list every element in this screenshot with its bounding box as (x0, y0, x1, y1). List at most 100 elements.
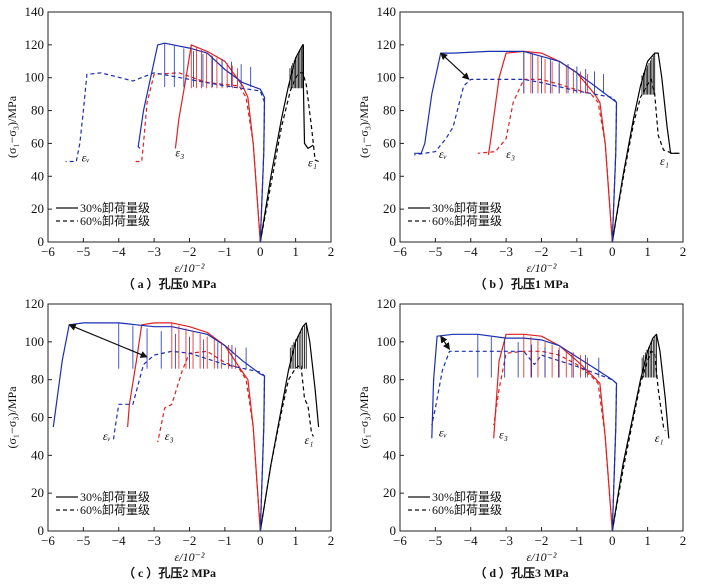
y-tick-label: 100 (377, 334, 397, 349)
x-tick-label: −6 (41, 533, 55, 548)
x-tick-label: −3 (499, 533, 513, 548)
x-tick-label: 1 (292, 533, 299, 548)
x-tick-label: 0 (609, 533, 616, 548)
y-axis-label: (σ₁−σ₃)/MPa (357, 95, 371, 158)
series-line--v-60- (414, 78, 618, 242)
x-tick-label: −2 (183, 244, 197, 259)
x-tick-label: −4 (112, 244, 126, 259)
y-tick-label: 140 (377, 4, 397, 19)
x-axis-label: ε/10⁻² (527, 550, 557, 564)
curve-annotation: εᵥ (82, 151, 90, 165)
series-line--3-30- (127, 322, 261, 531)
x-axis-label: ε/10⁻² (175, 261, 205, 275)
curve-annotation: εᵥ (439, 425, 447, 439)
x-tick-label: −5 (428, 244, 442, 259)
curve-annotation: ε₃ (499, 427, 508, 441)
x-tick-label: −1 (570, 244, 584, 259)
panel-d: −6 −5 −4 −3 −2 −1 0 1 2020406080100120ε/10⁻²(σ₁−… (357, 296, 686, 580)
curve-annotation: εᵥ (103, 429, 111, 443)
x-tick-label: −2 (535, 244, 549, 259)
x-tick-label: −4 (464, 244, 478, 259)
x-tick-label: −5 (76, 533, 90, 548)
x-tick-label: −2 (535, 533, 549, 548)
y-tick-label: 100 (25, 70, 45, 85)
x-tick-label: 0 (609, 244, 616, 259)
series-line--v-60- (112, 350, 266, 531)
legend-label: 60%卸荷量级 (80, 213, 150, 228)
x-tick-label: −3 (147, 244, 161, 259)
series-line--3-30- (487, 50, 613, 242)
curve-annotation: ε₃ (506, 147, 515, 161)
panel-a: −6 −5 −4 −3 −2 −1 0 1 2020406080100120140ε/10⁻²(… (5, 4, 334, 291)
y-tick-label: 80 (31, 372, 44, 387)
y-tick-label: 20 (31, 485, 44, 500)
series-line--1-60- (611, 78, 680, 242)
comparison-arrow (68, 323, 148, 358)
y-tick-label: 120 (25, 296, 45, 311)
x-tick-label: 2 (328, 244, 335, 259)
curve-annotation: ε₁ (304, 433, 313, 447)
y-tick-label: 20 (383, 201, 396, 216)
x-tick-label: −2 (183, 533, 197, 548)
y-tick-label: 0 (38, 523, 45, 538)
y-axis-label: (σ₁−σ₃)/MPa (5, 95, 19, 158)
panel-caption: （ d ）孔压3 MPa (474, 565, 568, 580)
y-tick-label: 80 (383, 372, 396, 387)
x-tick-label: −5 (428, 533, 442, 548)
x-tick-label: −1 (218, 533, 232, 548)
x-tick-label: 2 (680, 244, 687, 259)
x-tick-label: 2 (680, 533, 687, 548)
series-line--1-30- (259, 44, 314, 242)
x-tick-label: 1 (292, 244, 299, 259)
x-axis-label: ε/10⁻² (175, 550, 205, 564)
series-line--3-30- (174, 44, 261, 242)
x-tick-label: −6 (393, 244, 407, 259)
legend-label: 30%卸荷量级 (80, 489, 150, 504)
panel-b: −6 −5 −4 −3 −2 −1 0 1 2020406080100120140ε/10⁻²(… (357, 4, 686, 291)
legend-label: 30%卸荷量级 (432, 489, 502, 504)
y-tick-label: 0 (38, 234, 45, 249)
curve-annotation: ε₃ (165, 429, 174, 443)
curve-annotation: εᵥ (439, 147, 447, 161)
y-tick-label: 40 (383, 168, 396, 183)
series-line--3-60- (157, 350, 261, 531)
series-group (52, 322, 320, 531)
y-tick-label: 60 (383, 135, 396, 150)
legend-label: 60%卸荷量级 (432, 213, 502, 228)
series-line--v-60- (65, 72, 266, 242)
x-tick-label: −3 (147, 533, 161, 548)
series-line--3-60- (132, 72, 261, 242)
y-tick-label: 40 (383, 447, 396, 462)
x-tick-label: −5 (76, 244, 90, 259)
y-tick-label: 40 (31, 447, 44, 462)
x-tick-label: 1 (644, 244, 651, 259)
x-tick-label: −3 (499, 244, 513, 259)
x-tick-label: −6 (41, 244, 55, 259)
x-tick-label: 0 (257, 244, 264, 259)
series-group (431, 333, 670, 531)
y-axis-label: (σ₁−σ₃)/MPa (357, 386, 371, 449)
x-tick-label: −1 (218, 244, 232, 259)
y-tick-label: 20 (383, 485, 396, 500)
y-tick-label: 80 (31, 103, 44, 118)
series-line--1-60- (259, 363, 314, 531)
curve-annotation: ε₃ (175, 146, 184, 160)
y-tick-label: 100 (377, 70, 397, 85)
legend-label: 60%卸荷量级 (80, 502, 150, 517)
y-tick-label: 60 (31, 410, 44, 425)
y-tick-label: 120 (377, 296, 397, 311)
curve-annotation: ε₁ (660, 154, 669, 168)
y-tick-label: 0 (390, 234, 397, 249)
legend-label: 30%卸荷量级 (432, 200, 502, 215)
y-axis-label: (σ₁−σ₃)/MPa (5, 386, 19, 449)
x-tick-label: 2 (328, 533, 335, 548)
series-line--v-60- (431, 350, 618, 531)
y-tick-label: 80 (383, 103, 396, 118)
comparison-arrow (440, 335, 451, 350)
x-tick-label: −4 (464, 533, 478, 548)
y-tick-label: 120 (377, 37, 397, 52)
series-group (65, 42, 319, 242)
x-tick-label: −1 (570, 533, 584, 548)
panel-c: −6 −5 −4 −3 −2 −1 0 1 2020406080100120ε/10⁻²(σ₁−… (5, 296, 334, 580)
